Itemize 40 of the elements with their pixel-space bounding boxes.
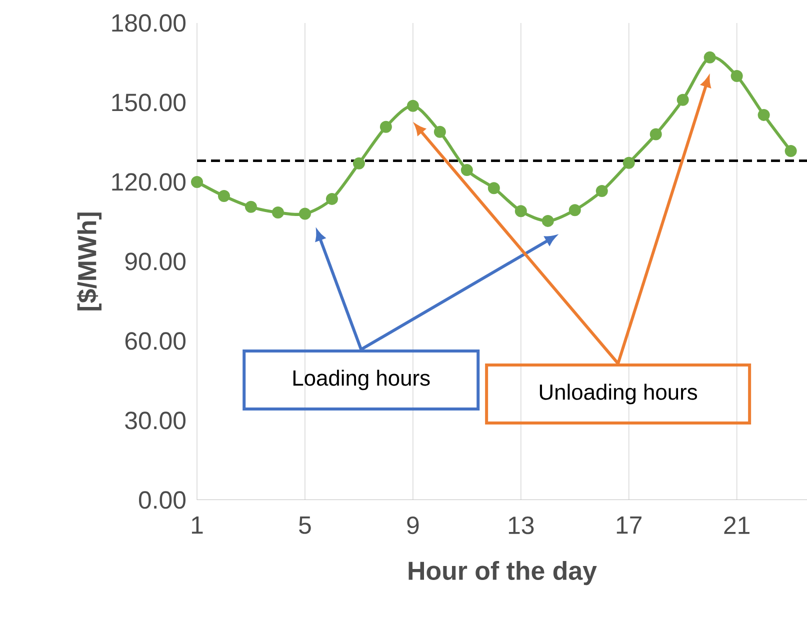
- point: [272, 206, 284, 218]
- point: [730, 70, 743, 82]
- point: [704, 51, 716, 64]
- point: [298, 208, 311, 220]
- point: [542, 214, 554, 227]
- point: [406, 100, 419, 112]
- point: [191, 176, 203, 188]
- point: [568, 204, 581, 216]
- x-tick-label: 13: [508, 516, 534, 534]
- point: [380, 120, 392, 133]
- x-tick-label: 1: [192, 516, 203, 534]
- point: [596, 184, 608, 197]
- point: [514, 205, 527, 218]
- point: [460, 164, 473, 176]
- point: [488, 182, 500, 194]
- y-tick-label: 0.00: [138, 491, 186, 509]
- x-tick-label: 9: [407, 516, 419, 534]
- point: [218, 190, 230, 202]
- point: [326, 192, 338, 205]
- point: [676, 94, 689, 106]
- y-tick-label: 30.00: [125, 412, 186, 430]
- x-tick-label: 21: [724, 516, 750, 534]
- point: [650, 128, 662, 140]
- x-axis-title: Hour of the day: [408, 560, 597, 586]
- point: [758, 108, 770, 121]
- point: [622, 156, 635, 169]
- y-tick-label: 120.00: [112, 173, 186, 191]
- annotation: Loading hours: [293, 370, 430, 390]
- y-tick-label: 180.00: [112, 14, 186, 32]
- annotation: Unloading hours: [540, 384, 698, 404]
- y-tick-label: 60.00: [125, 332, 186, 350]
- point: [434, 126, 446, 138]
- point: [352, 157, 365, 170]
- x-tick-label: 17: [616, 516, 642, 534]
- y-tick-label: 90.00: [125, 252, 186, 270]
- y-axis-title: [$/MWh]: [76, 212, 102, 310]
- point: [784, 144, 797, 157]
- point: [244, 200, 257, 213]
- x-tick-label: 5: [299, 516, 311, 534]
- y-tick-label: 150.00: [112, 94, 186, 112]
